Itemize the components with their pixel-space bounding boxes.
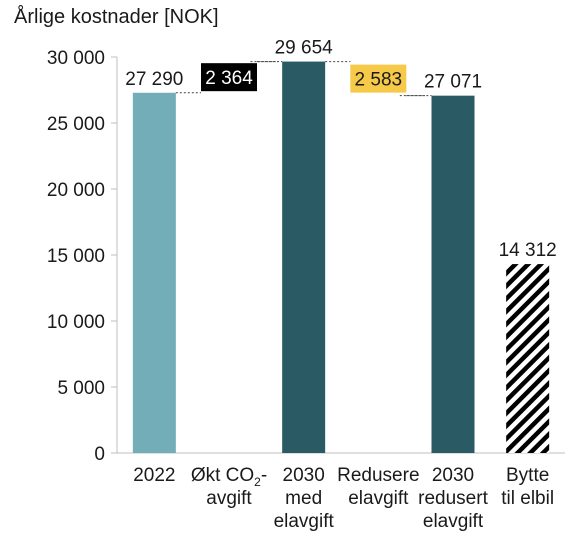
bars (132, 61, 550, 453)
category-label: Økt CO2-avgift (191, 465, 267, 509)
category-label: 2022 (133, 465, 175, 486)
category-label: Bytte til elbil (501, 465, 554, 509)
connector-lines (175, 61, 432, 97)
y-tick-label: 5 000 (57, 378, 105, 399)
bar-value-label: 27 290 (125, 69, 183, 90)
y-tick-label: 25 000 (47, 114, 105, 135)
bar-value-label: 14 312 (499, 240, 557, 261)
category-label: 2030 redusert elavgift (418, 465, 488, 532)
change-value-label: 2 583 (355, 70, 403, 91)
bar-value-label: 27 071 (424, 72, 482, 93)
category-label: Redusere elavgift (337, 465, 419, 509)
data-labels: 27 290 2 364 29 654 2 583 27 071 14 312 (125, 38, 556, 262)
bar (132, 92, 176, 453)
bar-value-label: 29 654 (275, 38, 334, 59)
y-tick-label: 30 000 (47, 48, 105, 69)
bar (431, 95, 475, 453)
category-label: 2030 med elavgift (274, 465, 335, 532)
bar (506, 264, 550, 453)
y-axis: 0 5 000 10 000 15 000 20 000 25 000 30 000 (47, 48, 118, 465)
change-label-box (350, 64, 407, 93)
y-tick-label: 10 000 (47, 312, 105, 333)
change-value-label: 2 364 (205, 68, 253, 89)
bar (282, 61, 326, 453)
chart-title: Årlige kostnader [NOK] (14, 5, 219, 28)
y-tick-label: 20 000 (47, 180, 105, 201)
change-label-box (201, 63, 257, 92)
y-tick-label: 0 (94, 444, 105, 465)
y-tick-label: 15 000 (47, 246, 105, 267)
